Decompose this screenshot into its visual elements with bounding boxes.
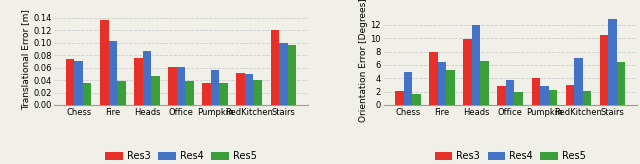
Bar [608,20,617,105]
Bar [245,74,253,105]
Bar [515,92,523,105]
Bar [279,43,287,105]
Y-axis label: Translational Error [m]: Translational Error [m] [21,9,30,110]
Legend: Res3, Res4, Res5: Res3, Res4, Res5 [102,147,260,164]
Bar [412,94,420,105]
Bar [574,58,582,105]
Bar [463,40,472,105]
Bar [582,91,591,105]
Bar [253,80,262,105]
Bar [617,62,625,105]
Bar [134,58,143,105]
Bar [404,72,412,105]
Bar [83,82,92,105]
Bar [202,83,211,105]
Bar [66,59,74,105]
Bar [531,78,540,105]
Bar [271,30,279,105]
Bar [151,76,160,105]
Bar [429,51,438,105]
Bar [100,20,109,105]
Bar [566,85,574,105]
Bar [446,70,455,105]
Bar [220,82,228,105]
Bar [438,62,446,105]
Legend: Res3, Res4, Res5: Res3, Res4, Res5 [431,147,589,164]
Bar [117,81,125,105]
Bar [497,86,506,105]
Bar [600,35,608,105]
Bar [540,86,548,105]
Bar [211,70,220,105]
Bar [236,73,245,105]
Bar [506,80,515,105]
Bar [185,81,194,105]
Bar [168,67,177,105]
Bar [287,45,296,105]
Bar [109,41,117,105]
Bar [481,61,489,105]
Bar [177,67,185,105]
Y-axis label: Orientation Error [Degrees]: Orientation Error [Degrees] [358,0,367,122]
Bar [143,51,151,105]
Bar [74,61,83,105]
Bar [472,25,481,105]
Bar [395,91,404,105]
Bar [548,90,557,105]
